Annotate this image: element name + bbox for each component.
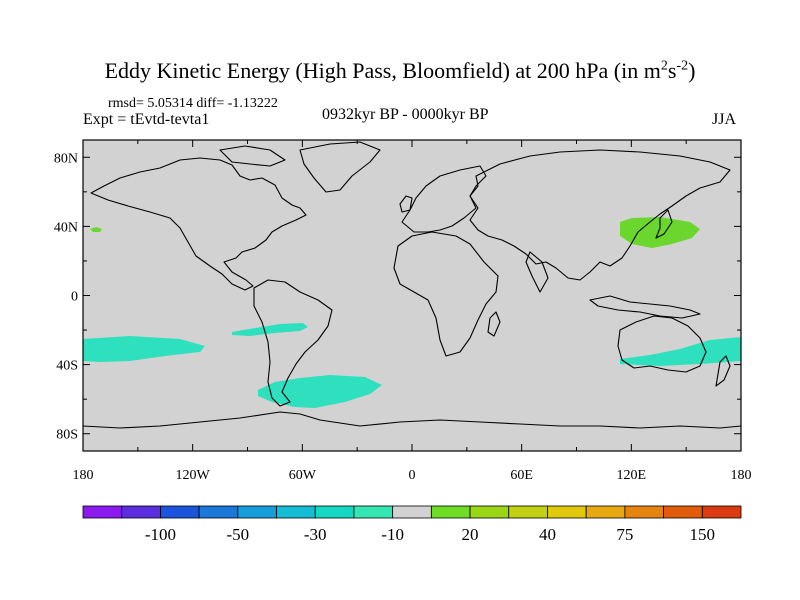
lon-label: 120W [176,468,211,483]
positive-anomaly-small-atlantic [90,227,102,232]
anomaly-shading [83,217,741,408]
coast-north-america [90,157,307,291]
lat-label: 80S [56,428,78,443]
lon-label: 0 [409,468,416,483]
colorbar-box [392,505,432,519]
colorbar-box [508,505,548,519]
period-label: 0932kyr BP - 0000kyr BP [322,106,489,123]
rmsd-diff-stats: rmsd= 5.05314 diff= -1.13222 [108,96,278,111]
coast-japan [655,209,673,239]
lon-label: 60E [510,468,533,483]
lon-label: 180 [731,468,752,483]
colorbar-box [430,505,471,519]
longitude-axis: 180 120W 60W 0 60E 120E 180 [73,140,752,483]
coast-greenland [299,141,381,193]
colorbar-label: -30 [304,525,327,544]
negative-anomaly-south-pacific [83,336,205,362]
colorbar-box [82,505,123,519]
coast-south-america [253,279,333,407]
colorbar-box [469,505,510,519]
colorbar-box [276,505,316,519]
coast-madagascar [487,311,501,337]
lat-label: 40N [54,220,78,235]
colorbar-label: 150 [690,525,716,544]
colorbar-box [624,505,664,519]
colorbar-box [121,505,161,519]
coast-india [525,251,549,293]
colorbar-box [314,505,355,519]
lon-label: 180 [73,468,94,483]
experiment-label: Expt = tEvtd-tevta1 [83,111,210,128]
map-background [83,140,741,451]
coast-new-zealand [715,355,731,387]
coast-arctic-islands [219,145,286,167]
latitude-axis: 80N 40N 0 40S 80S [54,151,741,443]
plot-title: Eddy Kinetic Energy (High Pass, Bloomfie… [104,58,696,83]
lat-label: 0 [71,290,78,305]
lat-label: 40S [56,359,78,374]
colorbar-label: -100 [145,525,176,544]
colorbar-box [198,505,239,519]
negative-anomaly-australia [620,337,741,366]
colorbar-labels: -100 -50 -30 -10 20 40 75 150 [145,525,715,544]
coast-antarctica [82,411,742,429]
colorbar-label: -10 [381,525,404,544]
colorbar-label: 75 [616,525,633,544]
season-label: JJA [712,111,737,128]
positive-anomaly-east-asia [620,217,700,248]
negative-anomaly-south-pacific-east [232,323,308,336]
colorbar-box [663,505,703,519]
colorbar-label: -50 [226,525,249,544]
colorbar-box [237,505,277,519]
colorbar-box [701,505,742,519]
negative-anomaly-south-atlantic [258,375,382,408]
coast-australia [617,315,707,373]
colorbar-label: 20 [462,525,479,544]
coastlines [82,141,742,429]
colorbar-box [547,505,587,519]
colorbar [82,505,742,519]
colorbar-label: 40 [539,525,556,544]
coast-indonesia [589,295,701,319]
coast-africa [393,231,499,357]
lon-label: 120E [617,468,647,483]
coast-british-isles [399,195,413,213]
lon-label: 60W [289,468,317,483]
colorbar-box [353,505,394,519]
coast-europe [401,165,487,233]
colorbar-box [160,505,200,519]
colorbar-box [585,505,626,519]
coast-asia [469,149,731,281]
lat-label: 80N [54,151,78,166]
